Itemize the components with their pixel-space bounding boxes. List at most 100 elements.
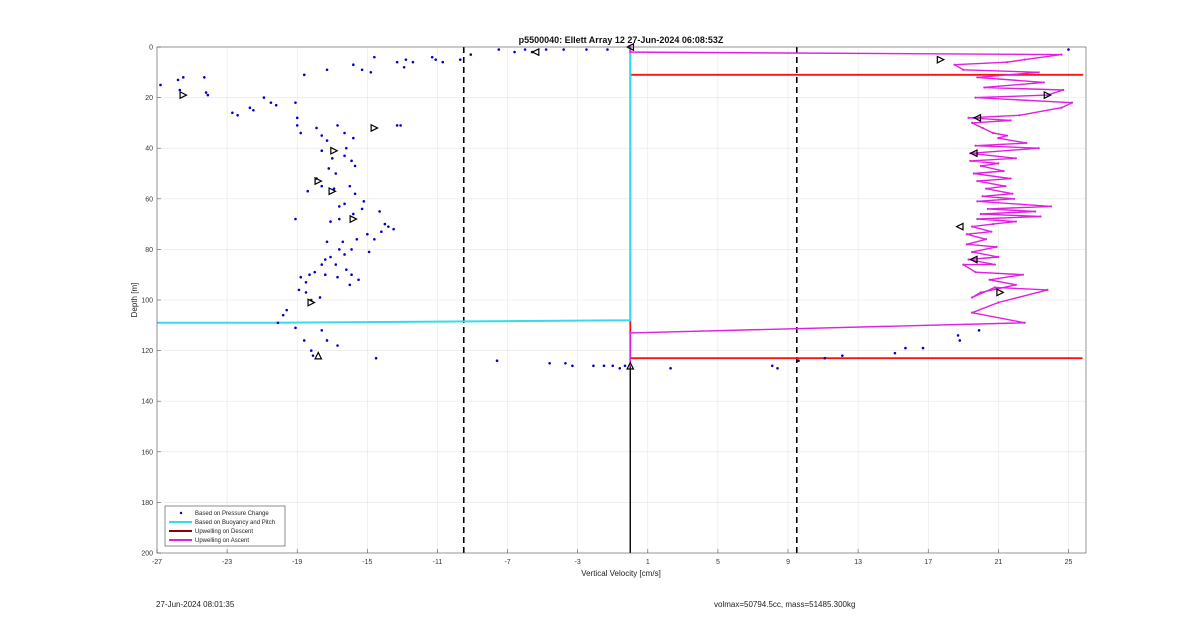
ascent-point [992,131,995,135]
pressure-change-point [281,313,285,317]
pressure-change-point [302,339,306,342]
ascent-point [997,136,1000,140]
pressure-change-point [269,101,273,104]
pressure-change-point [315,126,318,130]
ascent-point [981,195,984,198]
pressure-change-point [343,154,346,158]
pressure-change-point [276,321,280,325]
ascent-point [962,263,965,266]
pressure-change-point [977,329,981,332]
pressure-change-point [497,48,501,51]
pressure-change-point [958,339,962,342]
x-tick-label: 5 [716,559,720,566]
direction-marker [370,123,379,133]
x-tick-label: 21 [994,559,1002,566]
ascent-point [1070,101,1074,104]
ascent-point [1002,169,1005,173]
pressure-change-point [299,275,303,279]
pressure-change-point [669,367,672,370]
legend-label: Based on Buoyancy and Pitch [195,520,275,526]
ascent-point [1023,58,1026,61]
pressure-change-point [203,76,206,79]
x-tick-label: -27 [152,559,162,566]
pressure-change-point [323,258,327,261]
ascent-point [629,331,632,334]
ascent-point [988,278,991,281]
pressure-change-point [204,91,208,94]
ascent-point [984,187,988,190]
ascent-point [976,179,979,183]
ascent-point [1039,215,1042,218]
pressure-change-point [776,367,779,370]
ascent-point [979,291,982,294]
x-tick-label: -19 [292,559,302,566]
ascent-point [1046,93,1049,97]
ascent-point [979,164,982,168]
pressure-change-point [336,344,339,347]
ascent-point [1014,157,1017,160]
pressure-change-point [618,367,622,370]
ascent-point [976,200,979,203]
pressure-change-point [294,101,297,104]
pressure-change-point [352,136,355,140]
ascent-point [1018,114,1021,117]
ascent-point [965,243,968,246]
pressure-change-point [956,334,960,337]
x-tick-label: 1 [646,559,650,566]
pressure-change-point [323,273,327,277]
pressure-change-point [841,354,844,357]
ascent-point [967,258,970,261]
direction-marker [314,351,323,360]
pressure-change-point [320,134,324,137]
marker-layer [179,42,1052,370]
pressure-change-point [325,68,329,72]
ascent-point [997,255,1000,259]
x-tick-label: 17 [924,559,932,566]
pressure-change-point [495,359,499,363]
pressure-change-point [345,146,348,150]
pressure-change-point [395,60,399,64]
ascent-point [1014,283,1017,286]
direction-marker [179,90,188,100]
legend-swatch [179,511,183,515]
pressure-change-point [304,280,308,284]
pressure-change-point [1067,48,1070,51]
pressure-change-point [380,230,383,233]
ascent-point [1049,205,1053,208]
pressure-change-point [395,124,399,127]
ascent-point [1014,220,1017,223]
pressure-change-point [325,240,329,244]
pressure-change-point [329,255,332,259]
chart-title: p5500040: Ellett Array 12 27-Jun-2024 06… [519,35,724,45]
ascent-point [965,233,968,236]
pressure-change-point [176,78,180,82]
ascent-point [1009,177,1012,180]
pressure-change-point [320,184,324,188]
direction-marker [626,361,635,370]
pressure-change-point [404,58,408,61]
pressure-change-point [330,157,334,160]
pressure-change-point [606,48,609,51]
pressure-change-point [343,253,346,256]
y-tick-label: 140 [141,399,153,406]
ascent-point [976,76,979,79]
pressure-change-point [206,93,210,97]
pressure-change-point [353,164,357,168]
pressure-change-point [345,268,348,271]
pressure-change-point [248,106,252,110]
direction-marker [314,176,323,186]
pressure-change-point [350,159,353,163]
pressure-change-point [392,227,395,231]
pressure-change-point [592,364,595,368]
y-tick-label: 20 [145,95,153,102]
footer-volmax-mass: volmax=50794.5cc, mass=51485.300kg [714,600,856,609]
ascent-point [1060,106,1063,109]
pressure-change-point [513,50,516,54]
ascent-point [1009,119,1012,122]
ascent-point [1037,147,1040,150]
y-axis-label: Depth [m] [130,283,139,318]
pressure-change-point [320,329,324,332]
pressure-change-point [309,349,313,352]
pressure-change-point [430,55,434,59]
pressure-change-point [770,364,774,368]
